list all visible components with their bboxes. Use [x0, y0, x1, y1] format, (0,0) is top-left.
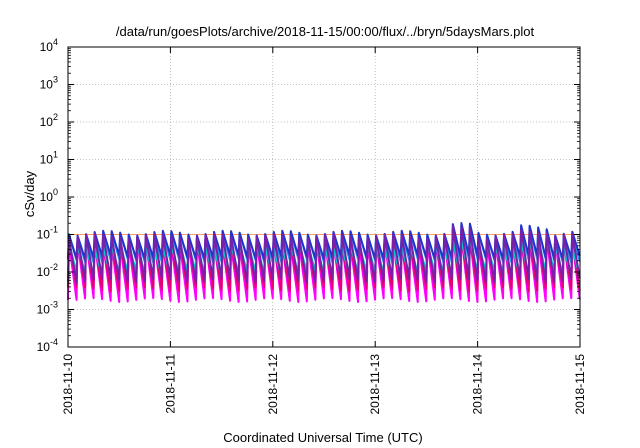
- y-tick-label: 100: [40, 187, 58, 204]
- x-tick-label: 2018-11-11: [163, 354, 177, 414]
- x-tick-label: 2018-11-13: [368, 354, 382, 415]
- x-tick-label: 2018-11-14: [471, 354, 485, 415]
- x-axis-label: Coordinated Universal Time (UTC): [223, 430, 422, 445]
- x-ticks: 2018-11-10 2018-11-11 2018-11-12 2018-11-13…: [61, 47, 587, 415]
- series-group: [67, 222, 581, 303]
- y-axis-label: cSv/day: [22, 170, 37, 217]
- y-tick-label: 10-3: [37, 300, 58, 317]
- y-tick-label: 102: [40, 112, 58, 129]
- y-tick-label: 10-4: [37, 337, 58, 354]
- x-tick-label: 2018-11-15: [573, 354, 587, 415]
- y-tick-label: 101: [40, 150, 58, 167]
- series-line: [67, 225, 581, 284]
- series-line: [67, 231, 581, 293]
- y-ticks: 104 103 102 101 100 10-1 10-2 10-3 10-4: [37, 37, 580, 354]
- y-tick-label: 10-2: [37, 262, 58, 279]
- series-line: [67, 233, 581, 303]
- y-tick-label: 103: [40, 75, 58, 92]
- x-tick-label: 2018-11-12: [266, 354, 280, 415]
- chart-title: /data/run/goesPlots/archive/2018-11-15/0…: [116, 24, 535, 39]
- x-tick-label: 2018-11-10: [61, 354, 75, 415]
- y-tick-label: 10-1: [37, 225, 58, 242]
- y-tick-label: 104: [40, 37, 58, 54]
- grid: [67, 46, 581, 348]
